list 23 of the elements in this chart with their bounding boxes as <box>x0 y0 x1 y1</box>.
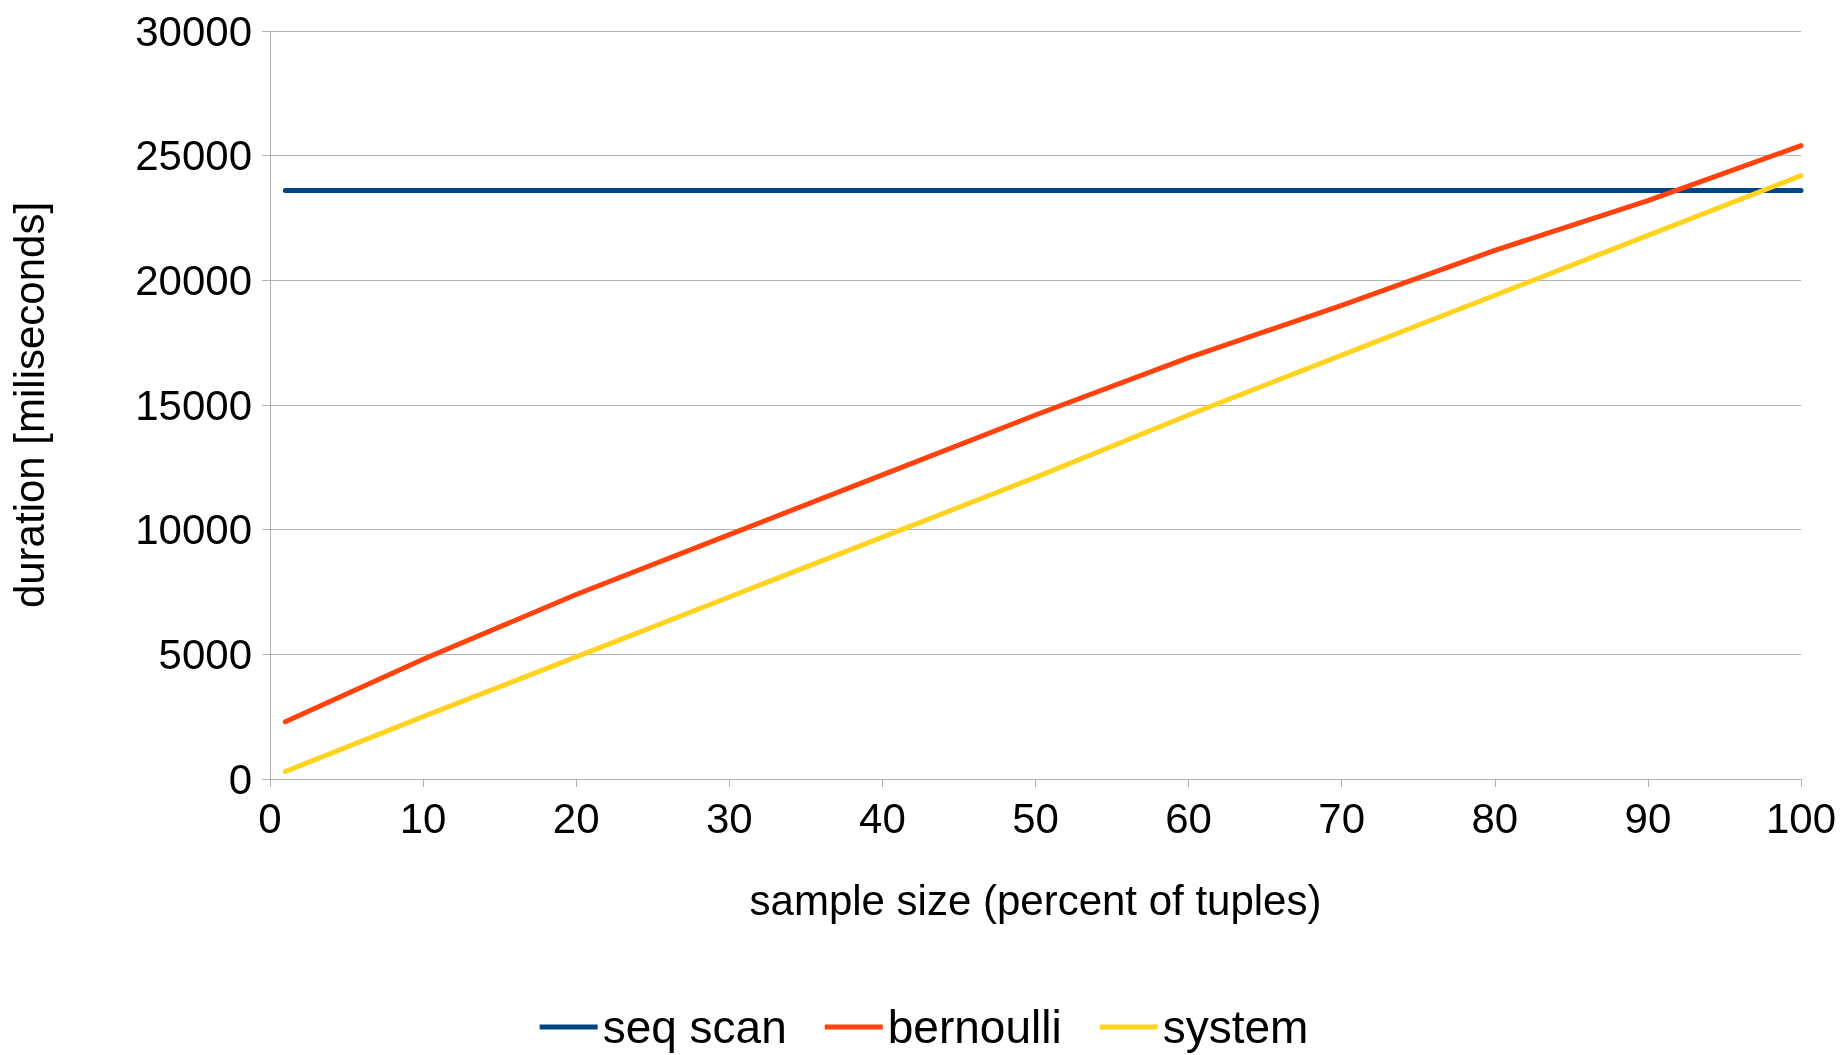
y-tick-label: 5000 <box>158 630 252 678</box>
y-tick-label: 10000 <box>135 506 252 554</box>
x-tick-label: 70 <box>1318 794 1366 842</box>
x-tick-label: 0 <box>258 794 282 842</box>
x-tick-label: 90 <box>1624 794 1672 842</box>
x-tick-label: 20 <box>552 794 600 842</box>
legend-label: bernoulli <box>887 1001 1062 1053</box>
y-tick-label: 20000 <box>135 256 252 304</box>
x-tick-label: 40 <box>859 794 906 842</box>
y-tick-label: 30000 <box>135 7 252 55</box>
y-tick-label: 15000 <box>135 381 252 429</box>
legend-label: system <box>1162 1001 1309 1053</box>
legend-label: seq scan <box>602 1001 787 1053</box>
x-tick-label: 30 <box>705 794 753 842</box>
y-tick-label: 0 <box>228 755 252 803</box>
y-tick-label: 25000 <box>135 132 252 180</box>
x-tick-label: 100 <box>1765 794 1837 842</box>
x-axis-title: sample size (percent of tuples) <box>749 876 1322 924</box>
y-axis-title: duration [miliseconds] <box>5 201 53 609</box>
x-tick-label: 50 <box>1012 794 1059 842</box>
x-tick-label: 80 <box>1471 794 1519 842</box>
x-tick-label: 10 <box>399 794 447 842</box>
x-tick-label: 60 <box>1165 794 1212 842</box>
